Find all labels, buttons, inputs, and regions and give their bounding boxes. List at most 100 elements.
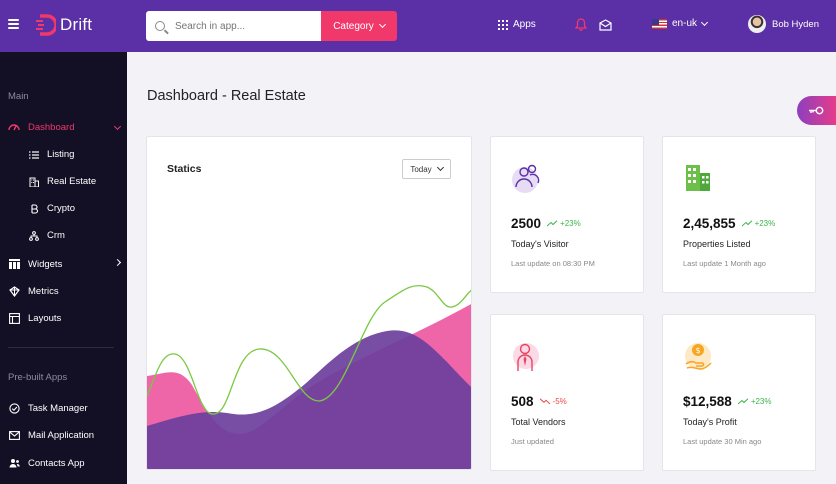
language-selector[interactable]: en-uk	[652, 18, 709, 29]
user-menu[interactable]: Bob Hyden	[748, 15, 819, 33]
trend-down-icon	[539, 398, 550, 405]
settings-fab[interactable]	[797, 96, 836, 125]
chevron-down-icon	[378, 20, 386, 29]
profit-value: $12,588	[683, 394, 732, 409]
sidebar-item-layouts[interactable]: Layouts	[8, 312, 120, 324]
trend-value: +23%	[754, 219, 776, 228]
grid-icon	[498, 19, 508, 30]
statics-chart	[147, 285, 471, 469]
menu-icon[interactable]	[8, 19, 19, 29]
stat-value: 2,45,855 +23%	[683, 216, 775, 231]
stat-card-visitors: 2500 +23% Today's Visitor Last update on…	[490, 136, 644, 293]
stat-card-properties: 2,45,855 +23% Properties Listed Last upd…	[662, 136, 816, 293]
sidebar-item-contacts-app[interactable]: Contacts App	[8, 457, 120, 469]
page-title: Dashboard - Real Estate	[147, 88, 306, 104]
period-label: Today	[410, 164, 432, 174]
stat-label: Today's Visitor	[511, 239, 569, 249]
vendor-icon	[513, 343, 539, 371]
sidebar-item-dashboard[interactable]: Dashboard	[8, 121, 122, 133]
key-icon	[809, 106, 824, 115]
building-icon	[686, 165, 710, 191]
sidebar-section-main: Main	[8, 91, 29, 102]
building-icon	[29, 177, 39, 187]
stat-label: Today's Profit	[683, 417, 737, 427]
envelope-icon[interactable]	[599, 19, 612, 31]
check-circle-icon	[8, 402, 20, 414]
sidebar-item-label: Metrics	[28, 285, 59, 297]
list-icon	[29, 150, 39, 159]
sidebar-item-widgets[interactable]: Widgets	[8, 258, 122, 270]
visitors-icon	[512, 164, 540, 193]
stat-value: 508 -5%	[511, 394, 567, 409]
sidebar: Main Dashboard Listing Real Estate Crypt…	[0, 52, 127, 484]
avatar	[748, 15, 766, 33]
stat-updated: Just updated	[511, 437, 554, 446]
sidebar-item-label: Listing	[47, 149, 75, 160]
top-bar: Drift Category Apps en-uk Bob Hyden	[0, 0, 836, 52]
stat-updated: Last update on 08:30 PM	[511, 259, 595, 268]
trend-value: +23%	[560, 219, 581, 228]
stat-card-vendors: 508 -5% Total Vendors Just updated	[490, 314, 644, 471]
chevron-down-icon	[700, 18, 709, 26]
statics-title: Statics	[167, 163, 202, 175]
sidebar-item-real-estate[interactable]: Real Estate	[29, 176, 96, 187]
widgets-icon	[8, 258, 20, 270]
contacts-icon	[8, 457, 20, 469]
profit-icon: $	[685, 343, 712, 370]
stat-card-profit: $ $12,588 +23% Today's Profit Last updat…	[662, 314, 816, 471]
layout-icon	[8, 312, 20, 324]
sidebar-item-crypto[interactable]: Crypto	[29, 203, 75, 214]
trend-indicator: +23%	[741, 219, 776, 228]
vendor-count: 508	[511, 394, 534, 409]
trend-indicator: +23%	[547, 219, 581, 228]
sidebar-item-task-manager[interactable]: Task Manager	[8, 402, 120, 414]
statics-card: Statics Today	[146, 136, 472, 470]
svg-text:$: $	[695, 346, 700, 355]
mail-icon	[8, 429, 20, 441]
trend-up-icon	[547, 220, 558, 227]
search-input[interactable]	[175, 20, 315, 32]
sidebar-item-label: Layouts	[28, 312, 62, 324]
trend-indicator: +23%	[737, 397, 772, 406]
sidebar-item-label: Crm	[47, 230, 65, 241]
trend-value: -5%	[552, 397, 567, 406]
sidebar-section-prebuilt: Pre-built Apps	[8, 372, 68, 383]
drift-logo-icon	[36, 14, 56, 36]
language-label: en-uk	[672, 18, 698, 29]
trend-up-icon	[741, 220, 752, 227]
stat-value: 2500 +23%	[511, 216, 581, 231]
stat-value: $12,588 +23%	[683, 394, 772, 409]
sitemap-icon	[29, 230, 39, 241]
trend-indicator: -5%	[539, 397, 567, 406]
search-icon	[155, 21, 165, 31]
sidebar-item-metrics[interactable]: Metrics	[8, 285, 120, 297]
category-button[interactable]: Category	[321, 11, 397, 41]
sidebar-item-label: Real Estate	[47, 176, 97, 187]
bitcoin-icon	[31, 203, 39, 214]
search-box[interactable]	[146, 11, 321, 41]
period-select[interactable]: Today	[402, 159, 451, 179]
apps-label: Apps	[513, 19, 536, 30]
brand-name: Drift	[60, 15, 93, 34]
sidebar-item-label: Widgets	[28, 258, 63, 270]
stat-label: Total Vendors	[511, 417, 566, 427]
sidebar-divider	[8, 347, 114, 348]
sidebar-item-label: Crypto	[47, 203, 75, 214]
trend-up-icon	[737, 398, 749, 405]
sidebar-item-mail-application[interactable]: Mail Application	[8, 429, 120, 441]
category-label: Category	[333, 20, 374, 32]
chevron-down-icon	[113, 122, 122, 131]
purple-area-series	[147, 330, 471, 469]
sidebar-item-label: Dashboard	[28, 121, 75, 133]
stat-label: Properties Listed	[683, 239, 751, 249]
uk-flag-icon	[652, 18, 667, 29]
brand-logo[interactable]: Drift	[36, 14, 92, 36]
green-line-series	[147, 285, 471, 415]
apps-menu[interactable]: Apps	[498, 19, 536, 30]
bell-icon[interactable]	[575, 18, 587, 31]
dashboard-icon	[8, 121, 20, 133]
sidebar-item-crm[interactable]: Crm	[29, 230, 65, 241]
sidebar-item-listing[interactable]: Listing	[29, 149, 74, 160]
properties-count: 2,45,855	[683, 216, 736, 231]
sidebar-item-label: Contacts App	[28, 457, 85, 469]
